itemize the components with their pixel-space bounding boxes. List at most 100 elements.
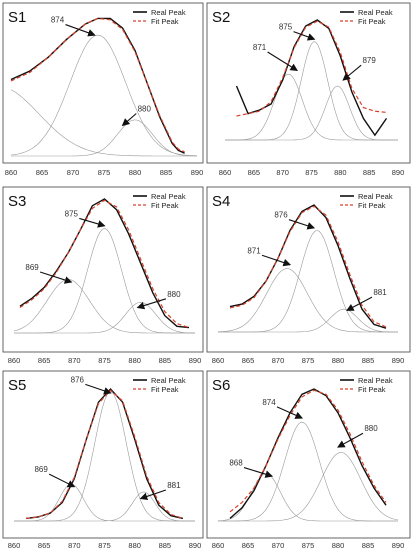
- x-tick-label: 860: [219, 168, 232, 177]
- annotation-arrow-1: [267, 51, 299, 71]
- panel-title: S6: [212, 377, 230, 394]
- legend-fit-label: Fit Peak: [151, 17, 179, 26]
- x-tick-label: 870: [272, 356, 285, 365]
- legend-real-label: Real Peak: [358, 192, 393, 201]
- x-tick-label: 860: [212, 356, 225, 365]
- annotation-label-2: 875: [279, 23, 293, 32]
- x-tick-label: 860: [5, 168, 18, 177]
- x-tick-label: 890: [191, 168, 204, 177]
- x-tick-label: 875: [302, 541, 315, 550]
- x-tick-label: 860: [8, 541, 21, 550]
- annotation-arrow-1: [261, 254, 292, 267]
- annotation-arrow-2: [288, 219, 316, 230]
- component-curve-3: [14, 491, 195, 522]
- x-tick-label: 860: [8, 356, 21, 365]
- x-tick-label: 885: [159, 356, 172, 365]
- component-curve-3: [10, 89, 197, 157]
- x-tick-label: 870: [68, 356, 81, 365]
- x-tick-label: 870: [67, 168, 80, 177]
- x-tick-label: 870: [276, 168, 289, 177]
- series-fit-peak: [229, 389, 387, 513]
- series-real-peak: [229, 388, 387, 519]
- legend-real-label: Real Peak: [358, 376, 393, 385]
- series-fit-peak: [26, 389, 184, 519]
- annotation-arrow-3: [337, 432, 364, 448]
- annotation-arrow-2: [121, 113, 137, 127]
- series-real-peak: [235, 19, 388, 137]
- component-curve-2: [11, 119, 197, 157]
- x-tick-label: 875: [98, 541, 111, 550]
- annotation-label-1: 869: [25, 263, 39, 272]
- series-fit-peak: [19, 199, 190, 329]
- panel-title: S2: [212, 9, 230, 26]
- annotation-label-3: 879: [362, 56, 376, 65]
- panel-frame: [2, 370, 204, 539]
- component-curve-2: [14, 391, 195, 522]
- annotation-label-1: 871: [253, 43, 267, 52]
- component-curve-3: [218, 308, 398, 333]
- legend-real-label: Real Peak: [358, 8, 393, 17]
- x-tick-label: 885: [160, 168, 173, 177]
- annotation-arrow-2: [293, 31, 316, 41]
- annotation-label-2: 880: [138, 105, 152, 114]
- annotation-label-3: 880: [167, 290, 181, 299]
- component-curve-2: [14, 228, 195, 334]
- x-tick-label: 865: [242, 541, 255, 550]
- annotation-label-3: 881: [373, 288, 387, 297]
- legend-fit-label: Fit Peak: [151, 201, 179, 210]
- annotation-label-2: 875: [65, 209, 79, 218]
- x-tick-label: 870: [272, 541, 285, 550]
- legend-fit-label: Fit Peak: [358, 17, 386, 26]
- panel-title: S3: [8, 193, 26, 210]
- component-curve-3: [218, 452, 399, 522]
- annotation-label-1: 871: [247, 246, 261, 255]
- component-curve-2: [218, 230, 398, 333]
- x-tick-label: 875: [302, 356, 315, 365]
- panel-title: S5: [8, 377, 26, 394]
- series-real-peak: [26, 387, 184, 520]
- x-tick-label: 890: [189, 541, 202, 550]
- x-tick-label: 865: [248, 168, 261, 177]
- x-tick-label: 880: [129, 168, 142, 177]
- component-curve-1: [13, 279, 195, 334]
- x-tick-label: 865: [242, 356, 255, 365]
- series-fit-peak: [10, 17, 185, 153]
- x-tick-label: 880: [332, 541, 345, 550]
- annotation-arrow-3: [342, 64, 362, 81]
- component-curve-3: [14, 301, 196, 334]
- annotation-arrow-1: [243, 467, 274, 478]
- x-tick-label: 875: [98, 168, 111, 177]
- annotation-arrow-2: [85, 383, 112, 395]
- series-real-peak: [229, 204, 387, 329]
- annotation-arrow-1: [48, 473, 76, 488]
- annotation-label-2: 876: [71, 375, 85, 384]
- x-tick-label: 885: [159, 541, 172, 550]
- x-tick-label: 875: [98, 356, 111, 365]
- x-tick-label: 865: [38, 356, 51, 365]
- component-curve-2: [218, 421, 398, 522]
- legend-real-label: Real Peak: [151, 376, 186, 385]
- x-tick-label: 870: [68, 541, 81, 550]
- annotation-label-3: 880: [364, 424, 378, 433]
- annotation-label-3: 881: [167, 481, 181, 490]
- series-real-peak: [19, 198, 190, 329]
- annotation-arrow-1: [65, 24, 96, 37]
- annotation-label-1: 869: [34, 465, 48, 474]
- x-tick-label: 880: [128, 356, 141, 365]
- series-fit-peak: [236, 20, 387, 117]
- panel-frame: [2, 186, 204, 353]
- x-tick-label: 865: [36, 168, 49, 177]
- x-tick-label: 865: [38, 541, 51, 550]
- legend-real-label: Real Peak: [151, 192, 186, 201]
- x-tick-label: 875: [305, 168, 318, 177]
- x-tick-label: 880: [332, 356, 345, 365]
- legend-fit-label: Fit Peak: [151, 385, 179, 394]
- x-tick-label: 880: [128, 541, 141, 550]
- panel-frame: [206, 186, 411, 353]
- annotation-label-2: 874: [262, 398, 276, 407]
